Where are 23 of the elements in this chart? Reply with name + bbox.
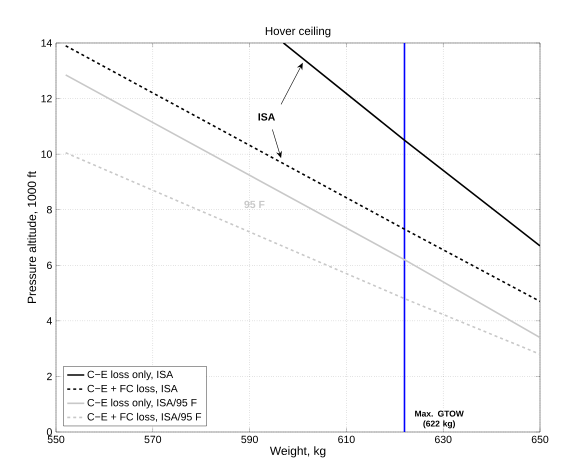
legend-label: C−E + FC loss, ISA/95 F	[88, 412, 202, 422]
legend-label: C−E loss only, ISA/95 F	[88, 398, 197, 408]
x-tick-label: 630	[435, 436, 452, 444]
y-tick-label: 0	[46, 428, 52, 436]
y-tick-label: 12	[41, 94, 52, 102]
y-tick-label: 6	[47, 262, 52, 269]
y-tick-label: 10	[41, 150, 52, 158]
y-tick-label: 4	[46, 317, 52, 324]
x-axis-title: Weight, kg	[270, 446, 326, 458]
x-tick-label: 590	[241, 436, 258, 444]
x-tick-label: 570	[144, 436, 162, 444]
x-tick-label: 610	[338, 436, 355, 444]
legend-label: C−E loss only, ISA	[88, 370, 174, 380]
y-tick-label: 14	[41, 39, 52, 47]
y-tick-label: 2	[47, 372, 52, 380]
chart-title: Hover ceiling	[266, 26, 330, 38]
annotation: ISA	[258, 113, 275, 121]
x-tick-label: 650	[532, 436, 548, 444]
y-axis-title: Pressure altitude, 1000 ft	[27, 171, 38, 303]
x-tick-label: 550	[48, 436, 64, 444]
legend-label: C−E + FC loss, ISA	[88, 384, 178, 394]
ref-line-label: Max. GTOW (622 kg)	[415, 410, 464, 428]
y-tick-label: 8	[46, 206, 52, 214]
